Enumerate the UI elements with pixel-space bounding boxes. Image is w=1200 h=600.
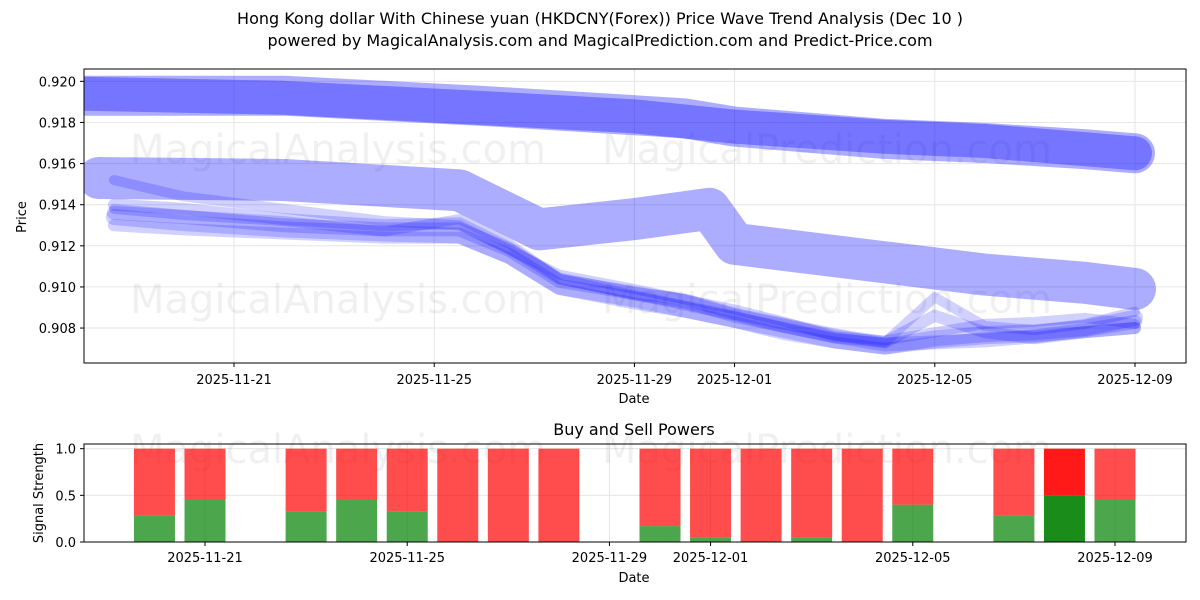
sell-bar [639, 448, 681, 527]
signal-y-axis-label: Signal Strength [32, 443, 47, 543]
price-y-axis-label: Price [15, 201, 30, 233]
wave-line-wave-thin-4 [105, 209, 1143, 355]
signal-bars [133, 448, 1136, 542]
price-x-tick-label: 2025-12-09 [1097, 373, 1173, 388]
wave-line-wave-upper [84, 75, 1155, 174]
sell-bar [133, 448, 175, 516]
signal-x-tick-label: 2025-11-29 [572, 551, 648, 566]
signal-chart-title: Buy and Sell Powers [553, 420, 715, 439]
sell-bar [386, 448, 428, 512]
buy-bar [1094, 500, 1136, 542]
signal-x-axis-label: Date [618, 571, 649, 586]
sell-bar [336, 448, 378, 500]
signal-x-axis: 2025-11-21 2025-11-25 2025-11-29 2025-12-01… [167, 542, 1153, 566]
watermark-text: MagicalPrediction.com [602, 127, 1052, 173]
chart-title-line2: powered by MagicalAnalysis.com and Magic… [267, 31, 933, 50]
wave-line-wave-thin-6 [108, 203, 1140, 348]
sell-bar [993, 448, 1035, 516]
buy-bar [1043, 495, 1085, 542]
sell-bar [538, 448, 580, 542]
buy-bar [336, 500, 378, 542]
price-y-axis: 0.908 0.910 0.912 0.914 0.916 0.918 0.920 [39, 75, 84, 337]
wave-line-wave-thin-1 [108, 175, 1140, 346]
sell-bar [1043, 448, 1085, 496]
signal-x-tick-label: 2025-12-05 [875, 551, 951, 566]
signal-plot-frame [83, 443, 1187, 543]
price-wave-series [84, 75, 1156, 355]
buy-bar [791, 537, 833, 542]
signal-y-tick-label: 0.5 [55, 489, 76, 504]
price-x-tick-label: 2025-11-25 [396, 373, 472, 388]
wave-line-wave-mid [84, 157, 1156, 310]
signal-y-tick-label: 1.0 [55, 443, 76, 458]
buy-bar [639, 526, 681, 542]
price-y-tick-label: 0.916 [39, 158, 76, 173]
price-plot-frame [83, 68, 1187, 364]
sell-bar [791, 448, 833, 538]
price-y-tick-label: 0.910 [39, 281, 76, 296]
wave-line-wave-thin-5 [107, 219, 1141, 355]
sell-bar [437, 448, 479, 542]
buy-bar [184, 500, 226, 542]
price-x-axis: 2025-11-21 2025-11-25 2025-11-29 2025-12-01… [196, 363, 1173, 388]
watermark-text: MagicalPrediction.com [602, 277, 1052, 323]
signal-x-tick-label: 2025-12-01 [673, 551, 749, 566]
price-y-tick-label: 0.918 [39, 116, 76, 131]
buy-bar [993, 515, 1035, 542]
price-y-tick-label: 0.912 [39, 240, 76, 255]
sell-bar [487, 448, 529, 542]
signal-x-tick-label: 2025-12-09 [1077, 551, 1153, 566]
wave-line-wave-thin-3 [106, 205, 1142, 352]
sell-bar [1094, 448, 1136, 500]
price-y-tick-label: 0.908 [39, 322, 76, 337]
price-gridlines [84, 69, 1186, 363]
sell-bar [690, 448, 732, 538]
wave-line-wave-upper-core [84, 76, 1152, 171]
signal-x-tick-label: 2025-11-25 [369, 551, 445, 566]
sell-bar [892, 448, 934, 505]
signal-x-tick-label: 2025-11-21 [167, 551, 243, 566]
sell-bar [740, 448, 782, 542]
price-y-tick-label: 0.914 [39, 199, 76, 214]
price-y-tick-label: 0.920 [39, 75, 76, 90]
sell-bar [285, 448, 327, 512]
buy-bar [386, 511, 428, 542]
wave-line-wave-thin-2 [107, 198, 1141, 349]
price-x-tick-label: 2025-11-21 [196, 373, 272, 388]
price-x-axis-label: Date [618, 392, 649, 407]
price-watermarks: MagicalAnalysis.com MagicalPrediction.com… [130, 127, 1052, 323]
watermark-text: MagicalAnalysis.com [130, 127, 546, 173]
price-x-tick-label: 2025-12-05 [897, 373, 973, 388]
watermark-text: MagicalAnalysis.com [130, 277, 546, 323]
chart-title-line1: Hong Kong dollar With Chinese yuan (HKDC… [237, 9, 963, 28]
price-x-tick-label: 2025-11-29 [597, 373, 673, 388]
signal-y-tick-label: 0.0 [55, 536, 76, 551]
sell-bar [841, 448, 883, 542]
price-x-tick-label: 2025-12-01 [697, 373, 773, 388]
buy-bar [133, 515, 175, 542]
buy-bar [892, 504, 934, 542]
buy-bar [285, 511, 327, 542]
signal-y-axis: 0.0 0.5 1.0 [55, 443, 84, 551]
buy-bar [690, 537, 732, 542]
sell-bar [184, 448, 226, 500]
